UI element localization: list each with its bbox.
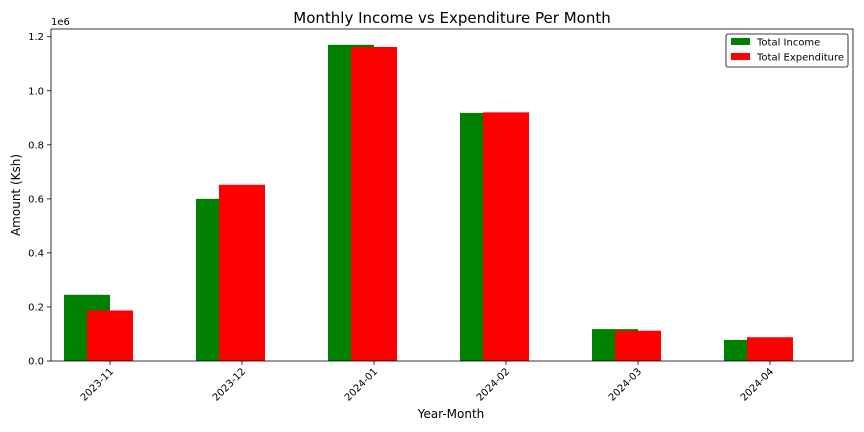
legend-swatch — [731, 53, 750, 60]
bars-layer — [64, 44, 793, 362]
y-tick-label: 0.8 — [28, 140, 44, 151]
legend: Total Income Total Expenditure — [725, 33, 849, 68]
legend-label: Total Income — [756, 38, 820, 49]
y-tick-label: 0.4 — [28, 248, 44, 259]
legend-label: Total Expenditure — [756, 53, 844, 64]
bar-expenditure-2023-12 — [219, 184, 265, 361]
plot-area-frame — [50, 28, 854, 362]
y-axis-label: Amount (Ksh) — [9, 154, 23, 236]
bar-expenditure-2024-02 — [483, 112, 529, 362]
y-tick-label: 0.6 — [28, 194, 44, 205]
bar-expenditure-2024-01 — [351, 46, 397, 361]
bar-expenditure-2024-03 — [615, 330, 661, 361]
y-tick-label: 1.2 — [28, 32, 44, 43]
y-tick-label: 0.0 — [28, 357, 44, 368]
legend-swatch — [731, 38, 750, 45]
y-tick-label: 0.2 — [28, 302, 44, 313]
y-axis: 0.0 0.2 0.4 0.6 0.8 1.0 1.2 — [28, 32, 51, 368]
y-tick-label: 1.0 — [28, 86, 44, 97]
bar-expenditure-2024-04 — [747, 337, 793, 361]
bar-expenditure-2023-11 — [87, 310, 133, 361]
y-offset-label: 1e6 — [51, 17, 70, 28]
chart-title: Monthly Income vs Expenditure Per Month — [293, 9, 610, 27]
x-axis-label: Year-Month — [417, 407, 485, 421]
legend-box — [725, 33, 849, 68]
